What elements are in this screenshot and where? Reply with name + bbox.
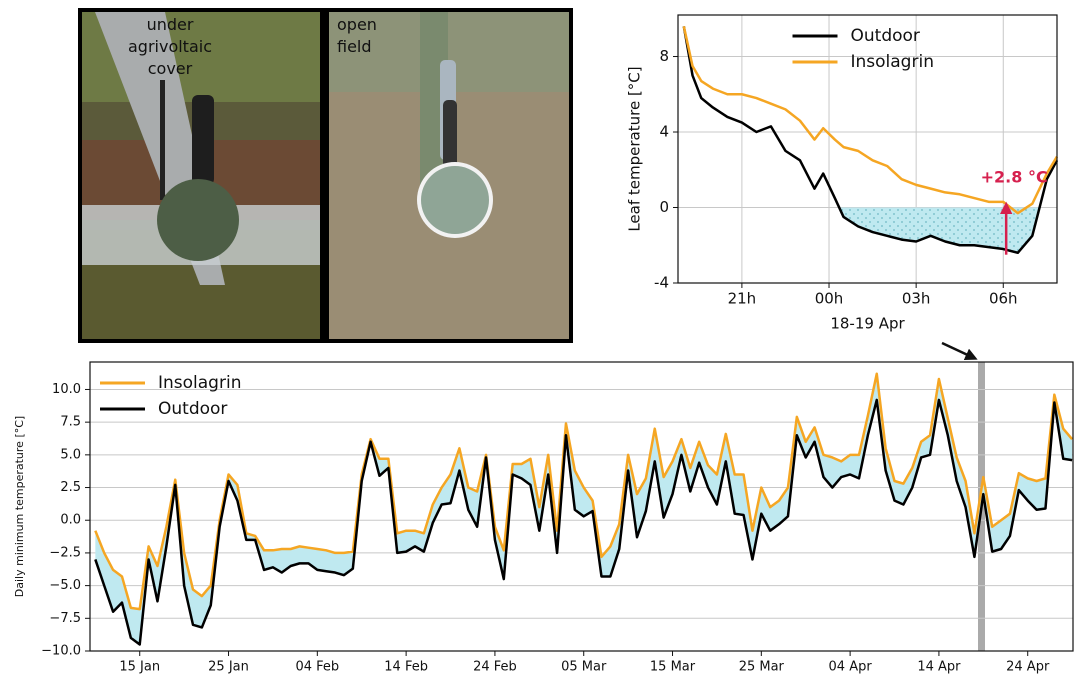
y-tick-label: 0 (659, 198, 669, 216)
x-tick-label: 04 Feb (295, 660, 339, 675)
y-tick-label: 8 (659, 47, 669, 65)
y-tick-label: 0.0 (60, 513, 81, 528)
y-tick-label: −5.0 (49, 578, 81, 593)
x-tick-label: 14 Apr (917, 660, 961, 675)
x-axis-label: 18-19 Apr (830, 315, 905, 333)
series-line (682, 26, 1059, 255)
y-tick-label: 10.0 (52, 382, 81, 397)
photo-label: open field (337, 15, 377, 56)
fill-between (95, 373, 1073, 645)
shaded-hatch (839, 207, 1040, 253)
y-tick-label: 2.5 (60, 480, 81, 495)
x-tick-label: 04 Apr (829, 660, 873, 675)
y-tick-label: 4 (659, 123, 669, 141)
legend-label: Insolagrin (158, 373, 241, 393)
x-tick-label: 15 Mar (650, 660, 696, 675)
x-tick-label: 05 Mar (561, 660, 607, 675)
series-line (94, 372, 1074, 611)
x-tick-label: 06h (989, 290, 1018, 308)
axes-frame (677, 14, 1058, 284)
x-tick-label: 24 Feb (473, 660, 517, 675)
axes-frame (89, 361, 1074, 652)
series-line (682, 26, 1059, 215)
legend-label: Outdoor (851, 26, 920, 46)
y-tick-label: 5.0 (60, 447, 81, 462)
legend-label: Insolagrin (851, 52, 934, 72)
photo-panel (78, 8, 573, 343)
x-tick-label: 14 Feb (384, 660, 428, 675)
x-tick-label: 00h (815, 290, 844, 308)
x-tick-label: 25 Jan (208, 660, 249, 675)
y-tick-label: -4 (654, 274, 669, 292)
pointer-arrow (941, 341, 978, 361)
legend-label: Outdoor (158, 399, 227, 419)
x-tick-label: 03h (902, 290, 931, 308)
x-tick-label: 24 Apr (1006, 660, 1050, 675)
series-line (94, 398, 1073, 646)
x-tick-label: 21h (728, 290, 757, 308)
x-tick-label: 15 Jan (119, 660, 160, 675)
y-tick-label: 7.5 (60, 415, 81, 430)
y-axis-label: Daily minimum temperature [°C] (13, 416, 26, 597)
y-axis-label: Leaf temperature [°C] (626, 66, 644, 231)
x-tick-label: 25 Mar (739, 660, 785, 675)
y-tick-label: −10.0 (41, 644, 81, 659)
y-tick-label: −7.5 (49, 611, 81, 626)
annotation-text: +2.8 °C (981, 167, 1048, 186)
photo-label: under agrivoltaic cover (127, 15, 212, 78)
y-tick-label: −2.5 (49, 545, 81, 560)
